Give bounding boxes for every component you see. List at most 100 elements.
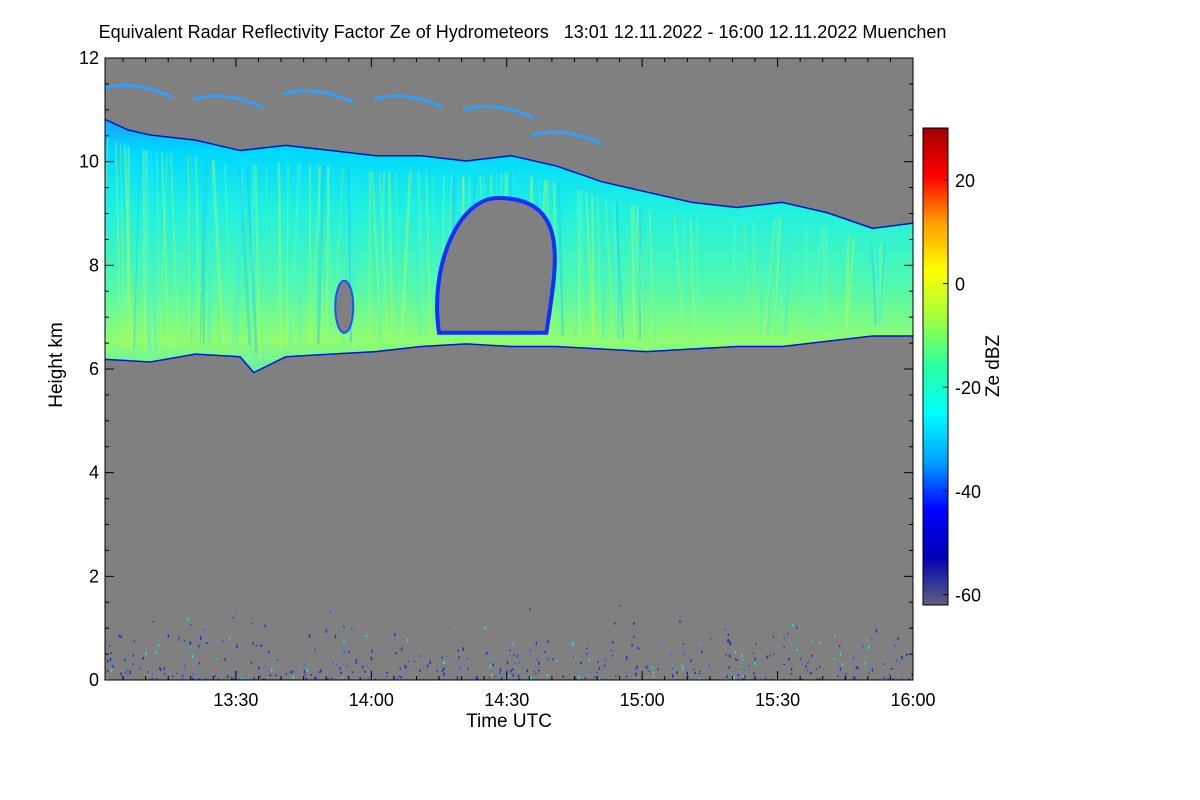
fall-streak xyxy=(773,218,781,336)
clutter-speck xyxy=(743,678,746,680)
fall-streak xyxy=(195,156,201,344)
clutter-speck xyxy=(499,671,501,676)
clutter-speck xyxy=(518,677,521,680)
clutter-speck xyxy=(529,649,531,653)
clutter-speck xyxy=(725,654,727,656)
clutter-speck xyxy=(896,659,898,663)
fall-streak xyxy=(249,165,255,361)
clutter-speck xyxy=(306,668,308,673)
clutter-speck xyxy=(329,610,332,614)
clutter-speck xyxy=(574,677,577,680)
clutter-speck xyxy=(556,660,558,662)
clutter-speck xyxy=(795,626,798,629)
colorbar-ticks: -60 -40 -20 0 20 xyxy=(943,171,981,606)
clutter-speck xyxy=(593,676,596,678)
fall-streak xyxy=(327,166,332,344)
fall-streak xyxy=(585,192,595,338)
clutter-speck xyxy=(453,627,455,629)
clutter-speck xyxy=(394,633,396,637)
colorbar xyxy=(922,127,949,606)
clutter-speck xyxy=(157,644,160,647)
clutter-speck xyxy=(327,678,329,680)
clutter-speck xyxy=(285,673,288,675)
clutter-speck xyxy=(535,641,538,645)
y-tick-label: 0 xyxy=(89,670,99,690)
clutter-speck xyxy=(883,676,885,679)
clutter-speck xyxy=(429,660,431,665)
clutter-speck xyxy=(126,669,128,674)
clutter-speck xyxy=(342,676,344,679)
clutter-speck xyxy=(635,672,637,676)
fall-streak xyxy=(214,160,222,345)
ground-clutter-layer xyxy=(106,605,913,680)
fall-streak xyxy=(289,163,301,345)
fall-streak xyxy=(187,155,190,345)
clutter-speck xyxy=(406,638,409,643)
clutter-speck xyxy=(682,666,684,670)
fall-streak xyxy=(579,190,585,337)
clutter-speck xyxy=(191,654,194,658)
fall-streak xyxy=(730,223,737,336)
clutter-speck xyxy=(330,677,333,679)
x-axis-label: Time UTC xyxy=(466,711,552,732)
clutter-speck xyxy=(214,675,216,677)
clutter-speck xyxy=(190,624,193,626)
clutter-speck xyxy=(305,657,307,659)
clutter-speck xyxy=(672,674,674,678)
clutter-speck xyxy=(546,657,549,661)
clutter-speck xyxy=(513,654,515,656)
clutter-speck xyxy=(495,675,497,677)
clutter-speck xyxy=(864,662,867,665)
clutter-speck xyxy=(268,650,270,654)
clutter-speck xyxy=(810,672,812,675)
clutter-speck xyxy=(839,667,842,671)
fall-streak xyxy=(149,151,157,351)
clutter-speck xyxy=(736,659,738,662)
clutter-speck xyxy=(603,664,606,667)
fall-streak xyxy=(199,158,207,344)
clutter-speck xyxy=(701,650,703,654)
fall-streak xyxy=(325,166,330,344)
cloud-layer xyxy=(105,84,913,374)
clutter-speck xyxy=(224,658,226,661)
clutter-speck xyxy=(887,677,889,680)
clutter-speck xyxy=(192,678,194,680)
clutter-speck xyxy=(742,675,745,678)
clutter-speck xyxy=(536,657,539,661)
clutter-speck xyxy=(807,669,809,671)
fall-streak xyxy=(822,227,827,331)
cloud-wisp xyxy=(463,104,535,120)
clutter-speck xyxy=(198,644,200,648)
clutter-speck xyxy=(819,666,821,668)
clutter-speck xyxy=(811,654,813,657)
chart-title: Equivalent Radar Reflectivity Factor Ze … xyxy=(98,22,947,42)
clutter-speck xyxy=(637,647,640,650)
clutter-speck xyxy=(598,677,601,680)
clutter-speck xyxy=(177,639,179,641)
clutter-speck xyxy=(259,675,261,678)
clutter-speck xyxy=(597,661,599,664)
clutter-speck xyxy=(189,641,192,645)
clutter-speck xyxy=(120,635,122,639)
clutter-speck xyxy=(132,663,134,665)
fall-streak xyxy=(752,221,756,336)
clutter-speck xyxy=(833,657,835,660)
clutter-speck xyxy=(167,634,170,638)
clutter-speck xyxy=(670,653,672,656)
clutter-speck xyxy=(734,658,737,661)
clutter-speck xyxy=(265,665,267,668)
clutter-speck xyxy=(728,654,731,658)
fall-streak xyxy=(286,161,289,346)
clutter-speck xyxy=(175,672,178,674)
clutter-speck xyxy=(578,675,580,679)
clutter-speck xyxy=(514,662,516,665)
clutter-speck xyxy=(779,677,781,679)
fall-streak xyxy=(804,224,809,333)
clutter-speck xyxy=(728,666,730,669)
fall-streak xyxy=(616,201,620,339)
x-tick-label: 15:30 xyxy=(755,690,800,710)
y-tick-label: 12 xyxy=(79,48,99,68)
clutter-speck xyxy=(263,666,265,668)
fall-streak xyxy=(223,163,233,345)
clutter-speck xyxy=(548,678,550,680)
